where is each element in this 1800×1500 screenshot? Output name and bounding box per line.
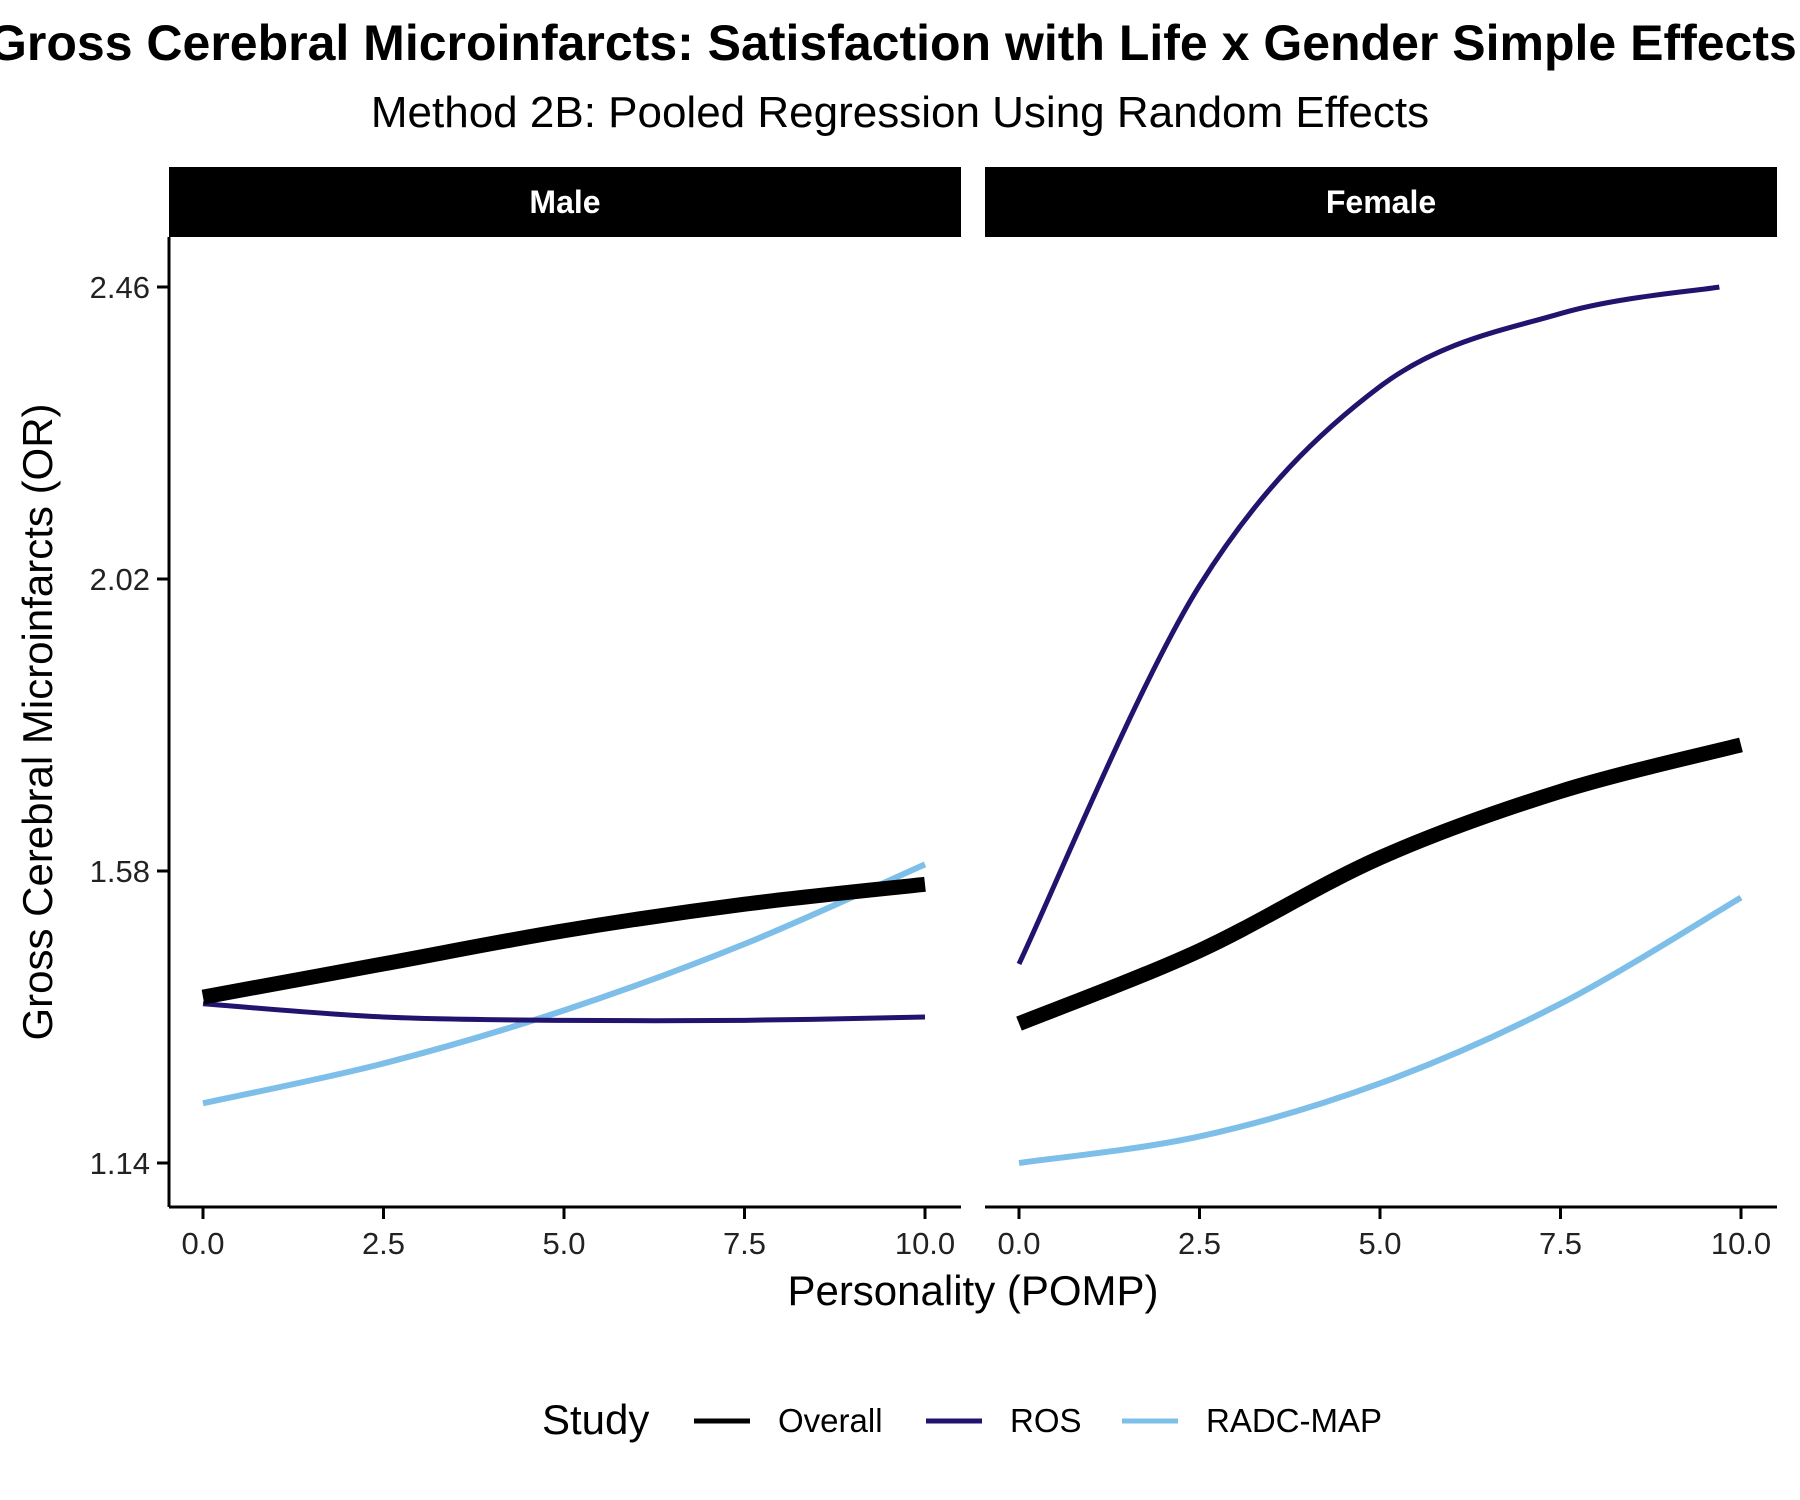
x-tick-label: 2.5 bbox=[362, 1226, 405, 1261]
legend-label-overall: Overall bbox=[778, 1402, 883, 1439]
x-tick-label: 5.0 bbox=[1358, 1226, 1401, 1261]
y-tick-label: 2.02 bbox=[90, 562, 150, 597]
facet-label-male: Male bbox=[529, 184, 600, 220]
series-line-radc-map-male bbox=[202, 861, 927, 1107]
legend-label-radc-map: RADC-MAP bbox=[1206, 1402, 1382, 1439]
series-line-overall-male bbox=[201, 876, 926, 1005]
series-line-overall-female bbox=[1016, 737, 1743, 1031]
series-lines-female bbox=[1016, 284, 1743, 1166]
x-axis-title: Personality (POMP) bbox=[787, 1267, 1158, 1314]
legend-title: Study bbox=[542, 1396, 649, 1443]
legend-label-ros: ROS bbox=[1010, 1402, 1082, 1439]
facet-female: Female 0.0 2.5 5.0 7.5 10.0 bbox=[985, 167, 1777, 1261]
x-tick-label: 10.0 bbox=[895, 1226, 955, 1261]
chart-subtitle: Method 2B: Pooled Regression Using Rando… bbox=[370, 88, 1430, 137]
x-axis-ticks-female: 0.0 2.5 5.0 7.5 10.0 bbox=[997, 1207, 1771, 1261]
x-tick-label: 2.5 bbox=[1178, 1226, 1221, 1261]
y-axis-ticks: 1.14 1.58 2.02 2.46 bbox=[90, 270, 169, 1181]
chart-title: Gross Cerebral Microinfarcts: Satisfacti… bbox=[0, 15, 1797, 71]
series-line-ros-male bbox=[202, 1001, 926, 1024]
series-line-radc-map-female bbox=[1018, 894, 1743, 1166]
y-tick-label: 1.58 bbox=[90, 854, 150, 889]
x-tick-label: 7.5 bbox=[723, 1226, 766, 1261]
facet-male: Male 1.14 1.58 2.02 2.46 0.0 2.5 5.0 7.5 10.0 bbox=[90, 167, 961, 1261]
y-axis-title: Gross Cerebral Microinfarcts (OR) bbox=[14, 403, 61, 1040]
series-line-ros-female bbox=[1016, 284, 1720, 965]
facet-strip-female bbox=[985, 167, 1777, 237]
y-tick-label: 1.14 bbox=[90, 1146, 150, 1181]
x-tick-label: 0.0 bbox=[181, 1226, 224, 1261]
facet-label-female: Female bbox=[1326, 184, 1436, 220]
facet-strip-male bbox=[169, 167, 961, 237]
x-tick-label: 10.0 bbox=[1711, 1226, 1771, 1261]
x-tick-label: 7.5 bbox=[1539, 1226, 1582, 1261]
x-tick-label: 5.0 bbox=[542, 1226, 585, 1261]
x-tick-label: 0.0 bbox=[997, 1226, 1040, 1261]
series-lines-male bbox=[201, 861, 927, 1107]
y-tick-label: 2.46 bbox=[90, 270, 150, 305]
legend-entries: Overall ROS RADC-MAP bbox=[694, 1402, 1382, 1439]
x-axis-ticks-male: 0.0 2.5 5.0 7.5 10.0 bbox=[181, 1207, 955, 1261]
legend: Study Overall ROS RADC-MAP bbox=[542, 1396, 1382, 1443]
